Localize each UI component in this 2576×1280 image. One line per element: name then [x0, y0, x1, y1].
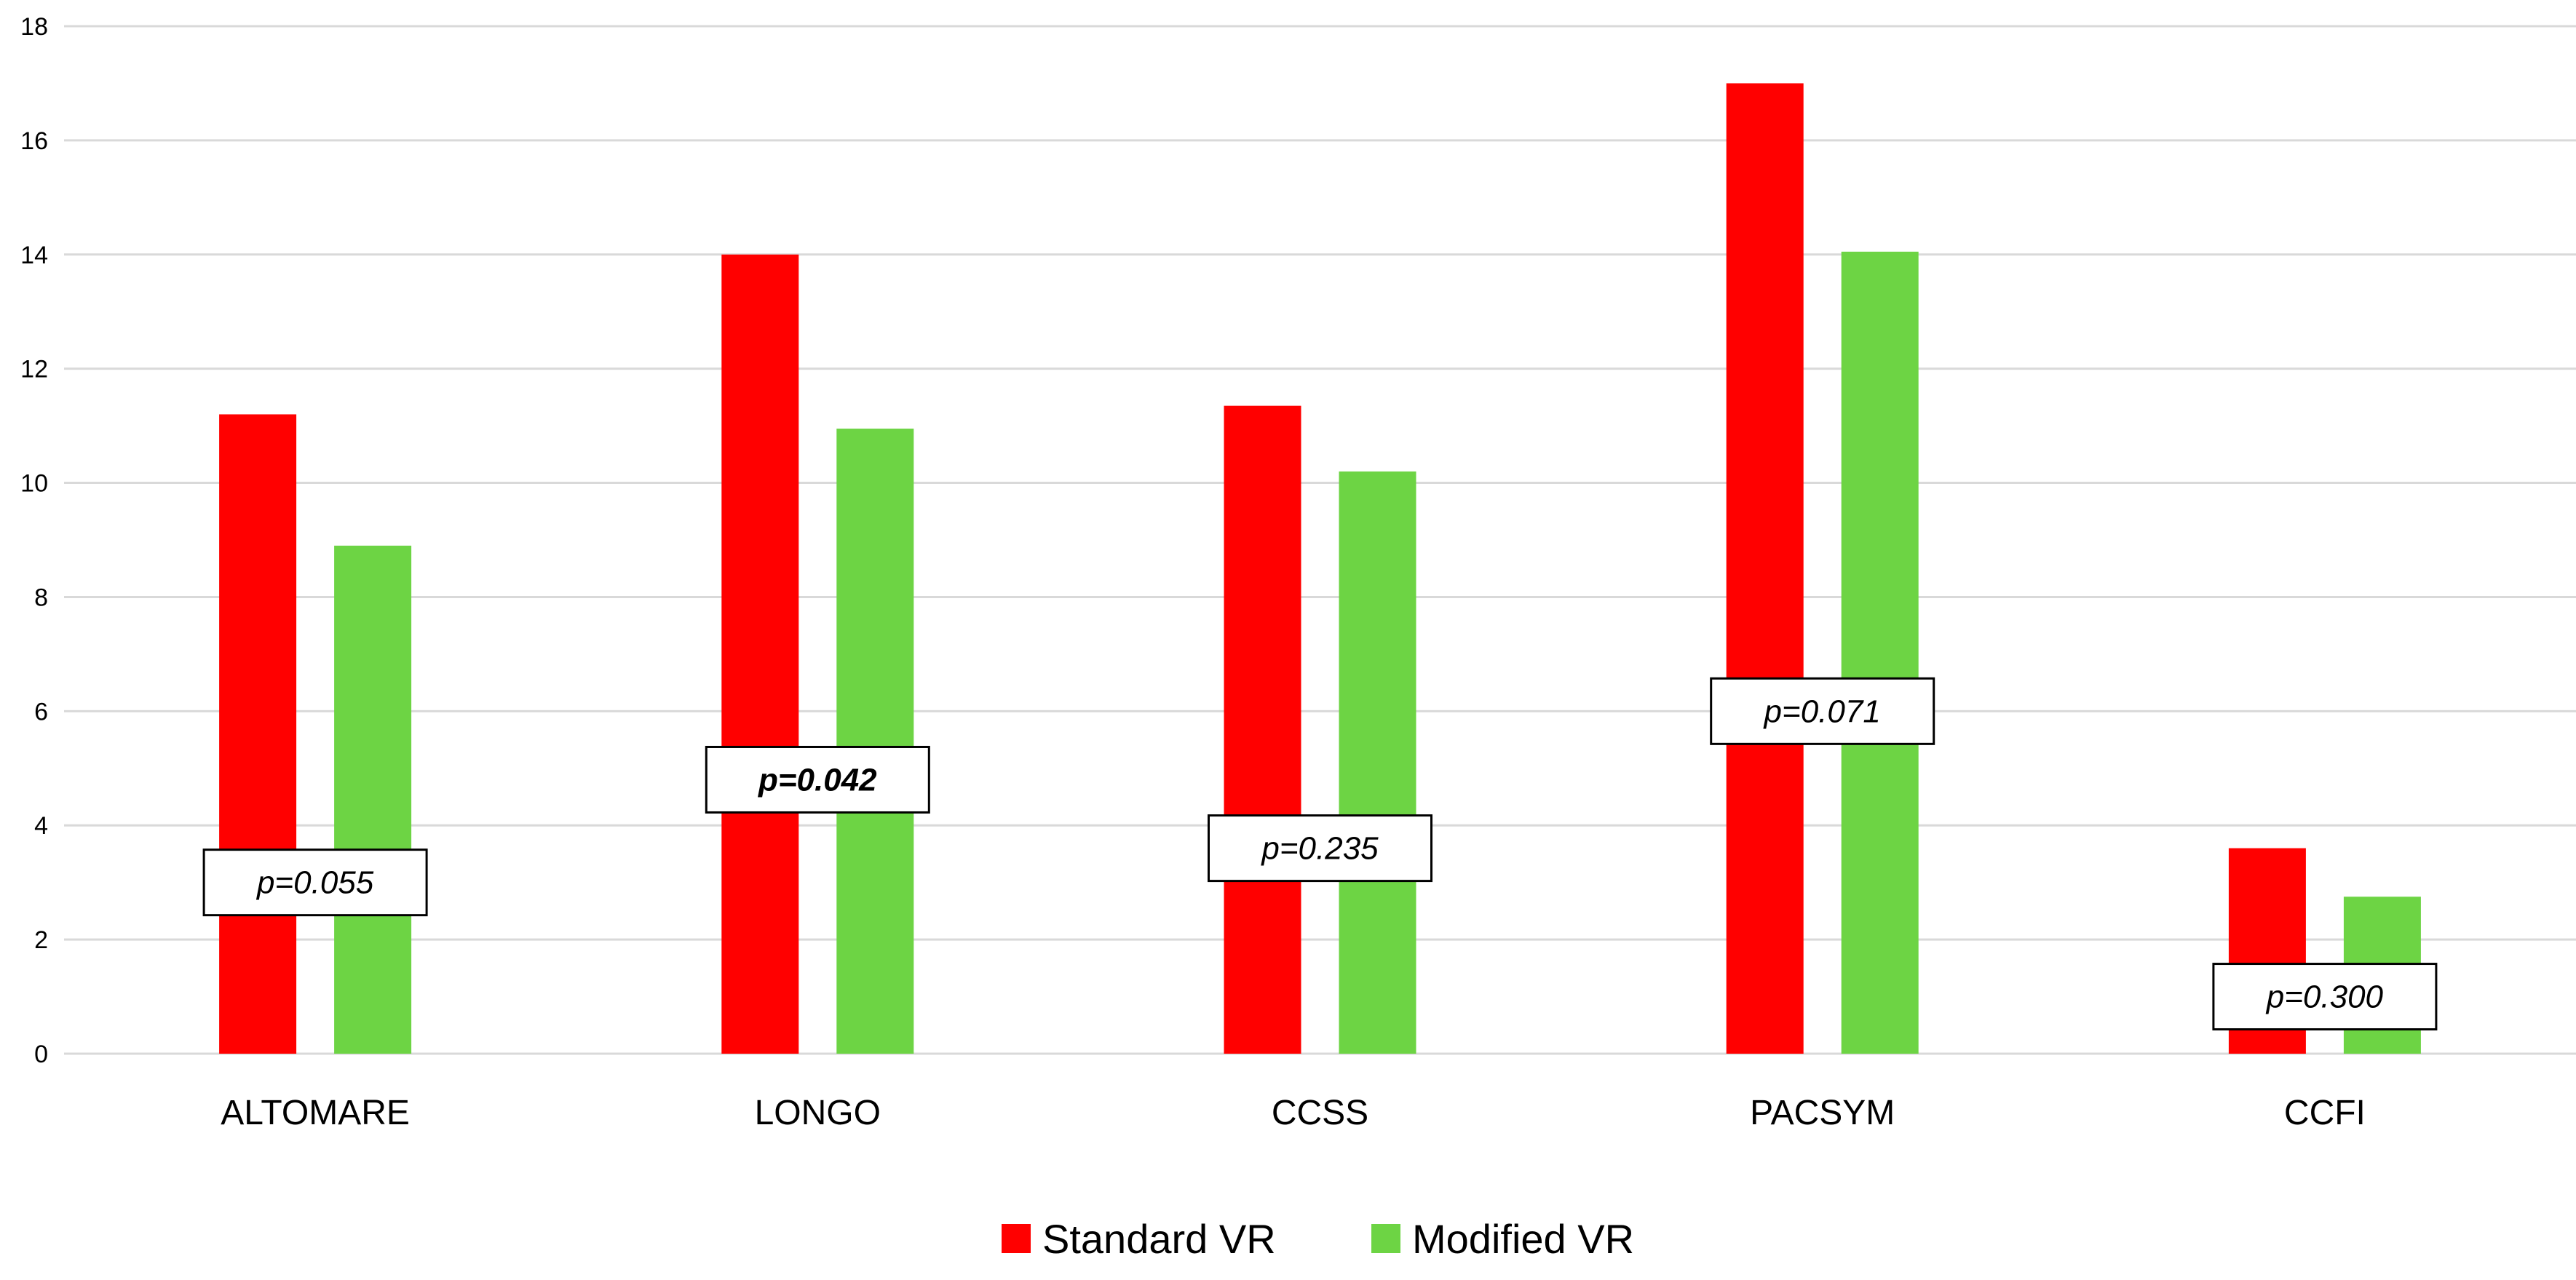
x-category-label: ALTOMARE — [221, 1094, 410, 1132]
bars — [219, 83, 2421, 1054]
p-value-box-frame — [202, 848, 428, 917]
gridlines — [64, 25, 2576, 1055]
x-category-label: CCSS — [1272, 1094, 1368, 1132]
bar-modified-vr-pacsym — [1841, 251, 1919, 1054]
y-axis-ticks: 0 2 4 6 8 10 12 14 16 18 — [20, 13, 48, 1068]
legend-label: Standard VR — [1042, 1216, 1276, 1262]
legend-swatch-standard-vr — [1002, 1224, 1031, 1253]
y-tick-label: 0 — [34, 1041, 48, 1068]
x-axis-categories: ALTOMARE LONGO CCSS PACSYM CCFI — [221, 1094, 2366, 1132]
p-value-box-frame — [705, 745, 930, 814]
p-value-label: p=0.300 — [2265, 979, 2384, 1015]
p-value-box-frame — [2212, 963, 2438, 1031]
y-tick-label: 14 — [20, 242, 48, 269]
bar-modified-vr-longo — [836, 429, 914, 1054]
p-value-annotations: p=0.055 p=0.042 p=0.235 p=0.071 p=0.300 — [202, 677, 2438, 1031]
y-tick-label: 8 — [34, 584, 48, 611]
legend: Standard VR Modified VR — [1002, 1216, 1634, 1262]
p-value-label: p=0.042 — [758, 762, 877, 798]
y-tick-label: 16 — [20, 127, 48, 155]
y-tick-label: 6 — [34, 698, 48, 726]
p-value-box: p=0.235 — [1208, 814, 1432, 883]
y-tick-label: 18 — [20, 13, 48, 41]
bar-standard-vr-ccss — [1224, 405, 1301, 1054]
legend-label: Modified VR — [1412, 1216, 1634, 1262]
bar-standard-vr-longo — [721, 254, 799, 1054]
p-value-label: p=0.071 — [1763, 693, 1881, 729]
y-tick-label: 2 — [34, 926, 48, 954]
p-value-label: p=0.235 — [1260, 831, 1379, 867]
p-value-box-frame — [1710, 677, 1935, 745]
y-tick-label: 12 — [20, 356, 48, 383]
p-value-box: p=0.300 — [2212, 963, 2438, 1031]
x-category-label: PACSYM — [1750, 1094, 1895, 1132]
x-category-label: LONGO — [755, 1094, 881, 1132]
p-value-label: p=0.055 — [255, 865, 374, 901]
bar-standard-vr-altomare — [219, 414, 297, 1054]
y-tick-label: 4 — [34, 812, 48, 840]
x-category-label: CCFI — [2284, 1094, 2366, 1132]
p-value-box: p=0.042 — [705, 745, 930, 814]
bar-modified-vr-altomare — [334, 545, 412, 1054]
p-value-box-frame — [1208, 814, 1432, 883]
bar-standard-vr-pacsym — [1726, 83, 1804, 1054]
p-value-box: p=0.071 — [1710, 677, 1935, 745]
bar-modified-vr-ccss — [1339, 471, 1416, 1054]
legend-swatch-modified-vr — [1371, 1224, 1400, 1253]
y-tick-label: 10 — [20, 470, 48, 498]
p-value-box: p=0.055 — [202, 848, 428, 917]
